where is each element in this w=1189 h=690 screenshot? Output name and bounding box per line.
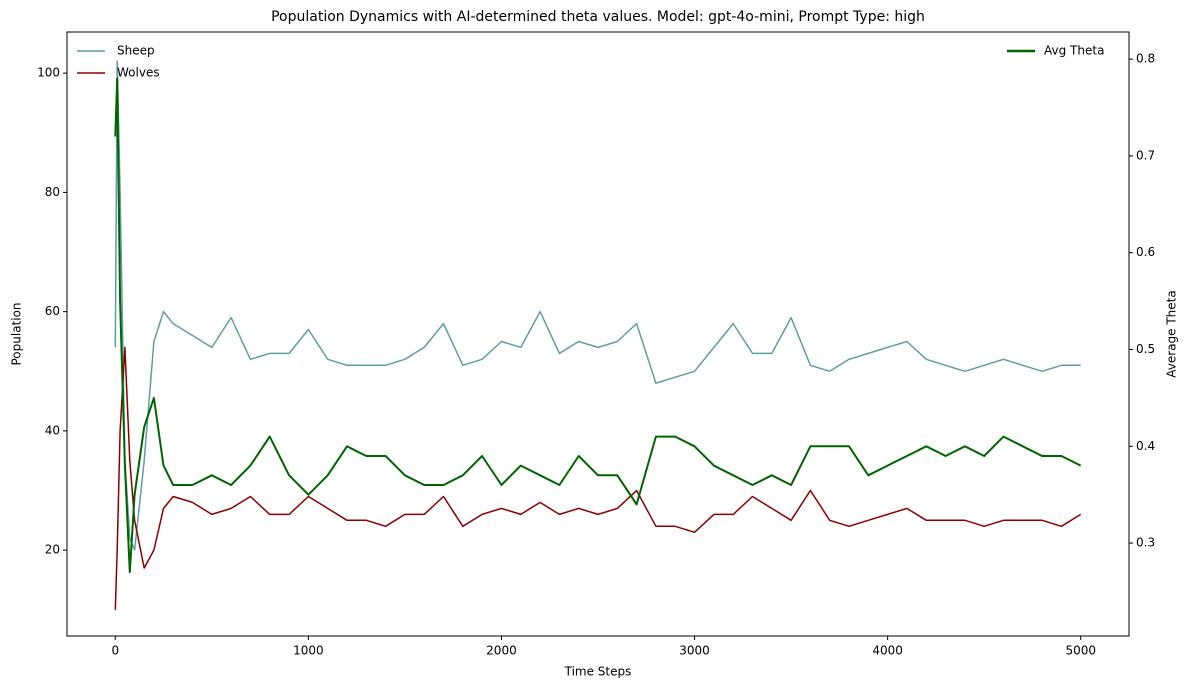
chart-title: Population Dynamics with AI-determined t…: [271, 9, 925, 25]
y2-tick-label: 0.3: [1136, 536, 1155, 550]
series-line: [114, 60, 1081, 551]
y-axis-label: Population: [10, 302, 24, 365]
legend-label: Avg Theta: [1044, 44, 1104, 58]
y-tick-label: 60: [45, 304, 60, 318]
y-tick-label: 20: [45, 543, 60, 557]
x-tick-label: 3000: [679, 644, 710, 658]
y-tick-label: 80: [45, 185, 60, 199]
y2-tick-label: 0.5: [1136, 342, 1155, 356]
x-tick-label: 1000: [293, 644, 324, 658]
y-tick-label: 100: [37, 66, 60, 80]
x-tick-label: 0: [111, 644, 119, 658]
legend-label: Sheep: [117, 44, 155, 58]
legend-label: Wolves: [117, 66, 160, 80]
x-tick-label: 2000: [486, 644, 517, 658]
x-axis-label: Time Steps: [564, 665, 632, 679]
x-tick-label: 5000: [1065, 644, 1096, 658]
y2-axis-label: Average Theta: [1165, 290, 1179, 377]
y2-tick-label: 0.8: [1136, 52, 1155, 66]
y-tick-label: 40: [45, 423, 60, 437]
y2-tick-label: 0.7: [1136, 148, 1155, 162]
y2-tick-label: 0.6: [1136, 245, 1155, 259]
series-line: [114, 346, 1082, 610]
series-line: [114, 77, 1082, 574]
plot-frame: [66, 31, 1130, 637]
y2-tick-label: 0.4: [1136, 439, 1155, 453]
x-tick-label: 4000: [872, 644, 903, 658]
